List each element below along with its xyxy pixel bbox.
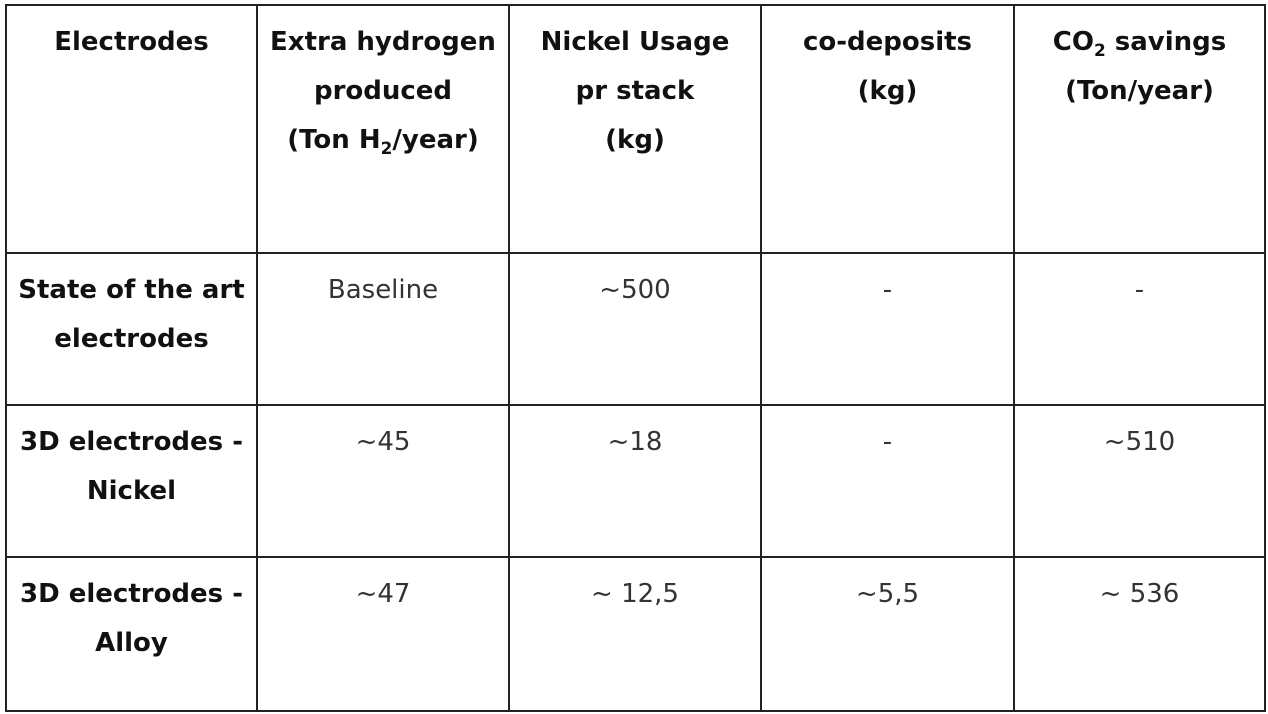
row-label: 3D electrodes - Alloy xyxy=(5,556,258,712)
header-electrodes: Electrodes xyxy=(5,4,258,254)
header-co2-savings-title: CO2 savings xyxy=(1052,27,1227,61)
table-row: 3D electrodes - Nickel ~45 ~18 - ~510 xyxy=(5,404,1266,558)
header-co-deposits: co-deposits (kg) xyxy=(760,4,1015,254)
header-row: Electrodes Extra hydrogen produced (Ton … xyxy=(5,4,1266,254)
header-nickel-usage: Nickel Usage pr stack (kg) xyxy=(508,4,762,254)
row-label: State of the art electrodes xyxy=(5,252,258,406)
cell-co-deposits: ~5,5 xyxy=(760,556,1015,712)
cell-nickel-usage: ~500 xyxy=(508,252,762,406)
row-label: 3D electrodes - Nickel xyxy=(5,404,258,558)
cell-extra-hydrogen: ~45 xyxy=(256,404,510,558)
cell-nickel-usage: ~ 12,5 xyxy=(508,556,762,712)
table-row: State of the art electrodes Baseline ~50… xyxy=(5,252,1266,406)
electrode-comparison-table: Electrodes Extra hydrogen produced (Ton … xyxy=(5,4,1266,712)
cell-co2-savings: ~ 536 xyxy=(1013,556,1266,712)
cell-co2-savings: ~510 xyxy=(1013,404,1266,558)
cell-extra-hydrogen: ~47 xyxy=(256,556,510,712)
cell-co2-savings: - xyxy=(1013,252,1266,406)
cell-extra-hydrogen: Baseline xyxy=(256,252,510,406)
header-co2-savings: CO2 savings (Ton/year) xyxy=(1013,4,1266,254)
cell-nickel-usage: ~18 xyxy=(508,404,762,558)
cell-co-deposits: - xyxy=(760,404,1015,558)
header-extra-hydrogen: Extra hydrogen produced (Ton H2/year) xyxy=(256,4,510,254)
table-row: 3D electrodes - Alloy ~47 ~ 12,5 ~5,5 ~ … xyxy=(5,556,1266,712)
cell-co-deposits: - xyxy=(760,252,1015,406)
header-extra-hydrogen-unit: (Ton H2/year) xyxy=(287,125,479,159)
